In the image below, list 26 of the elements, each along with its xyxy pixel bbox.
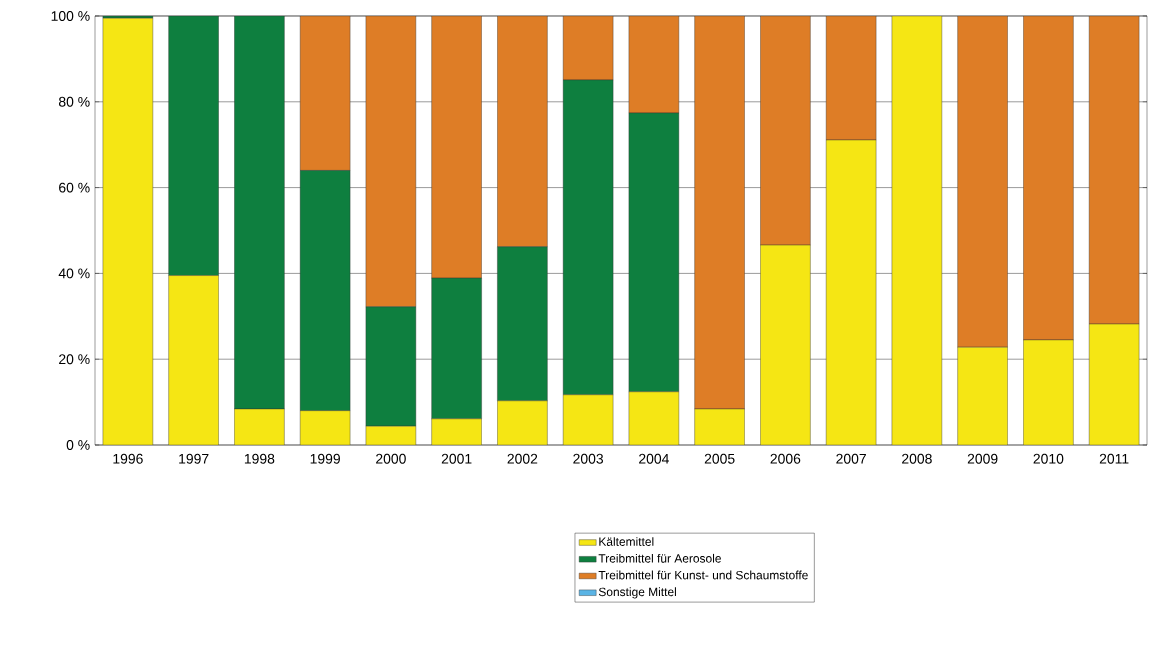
x-tick-label: 2000: [376, 453, 406, 464]
x-tick-label: 2009: [967, 453, 998, 464]
legend-label: Sonstige Mittel: [598, 587, 676, 599]
x-tick-label: 2011: [1099, 453, 1129, 464]
y-tick-label: 20 %: [59, 354, 90, 365]
x-tick-label: 2010: [1033, 453, 1064, 464]
x-tick-label: 2007: [836, 453, 866, 464]
x-tick-label: 2008: [902, 453, 932, 464]
x-tick-label: 1998: [244, 453, 275, 464]
x-tick-label: 2004: [639, 453, 669, 464]
legend-label: Kältemittel: [599, 537, 654, 546]
y-tick-label: 60 %: [59, 182, 90, 193]
y-tick-label: 0 %: [66, 440, 90, 450]
legend-label: Treibmittel für Aerosole: [598, 553, 721, 563]
legend-label: Treibmittel für Kunst- und Schaumstoffe: [598, 570, 808, 580]
x-tick-label: 2005: [704, 453, 735, 464]
x-tick-label: 2002: [507, 453, 538, 464]
x-tick-label: 1997: [179, 453, 209, 464]
x-tick-label: 1996: [113, 453, 143, 464]
y-tick-label: 100 %: [51, 11, 90, 21]
x-tick-label: 2003: [573, 453, 604, 464]
x-tick-label: 2001: [441, 453, 472, 464]
x-tick-label: 2006: [770, 453, 801, 464]
x-tick-label: 1999: [310, 453, 340, 464]
y-tick-label: 80 %: [58, 96, 90, 107]
y-tick-label: 40 %: [58, 268, 90, 279]
